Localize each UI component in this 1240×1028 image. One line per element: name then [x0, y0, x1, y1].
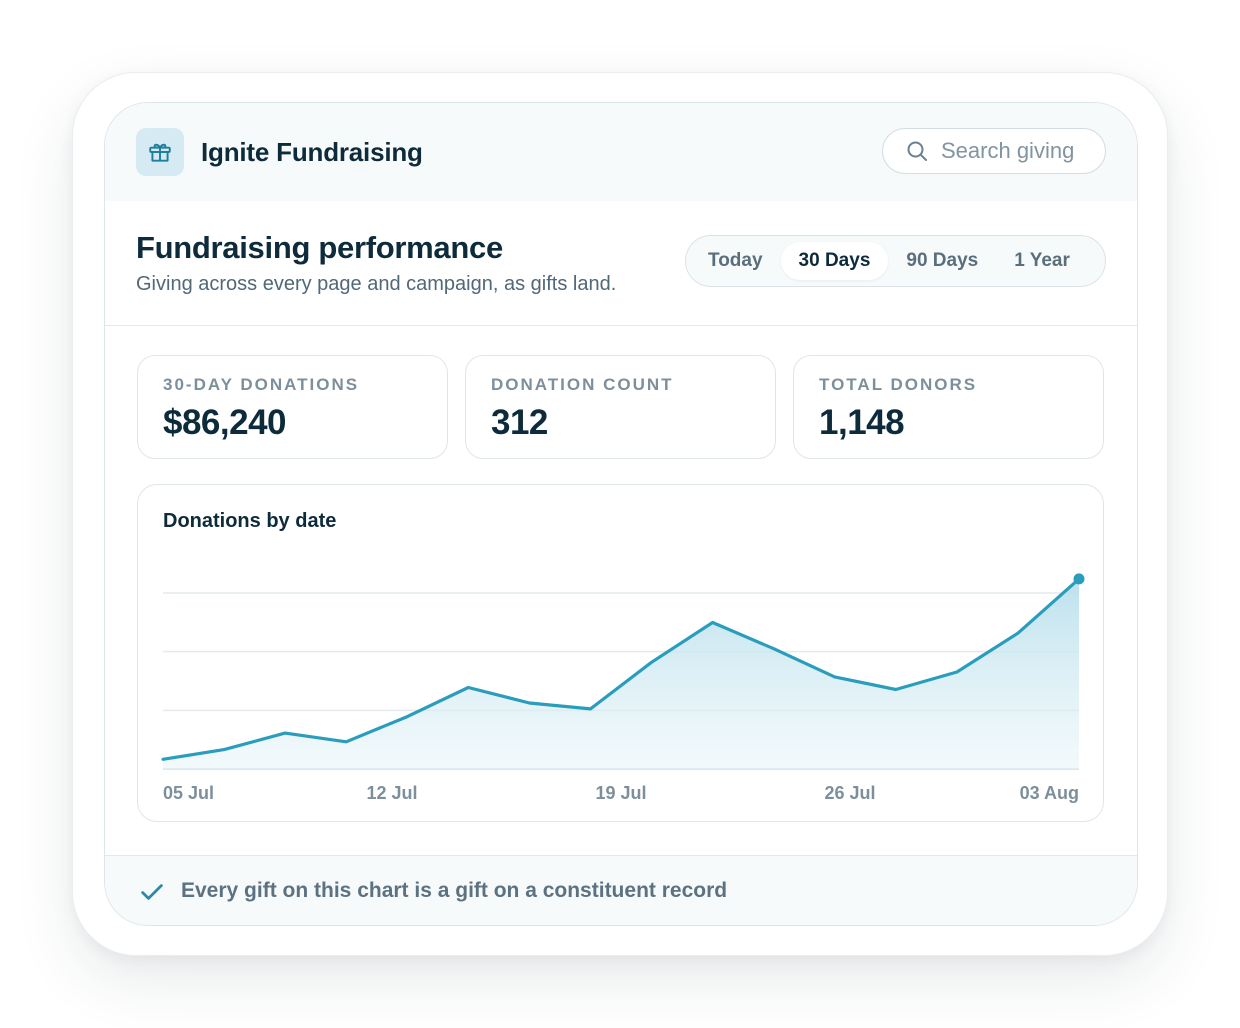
- x-tick-label: 26 Jul: [824, 783, 875, 803]
- chart-title: Donations by date: [163, 510, 337, 532]
- x-tick-label: 12 Jul: [366, 783, 417, 803]
- series-line: [161, 577, 1081, 761]
- last-point[interactable]: [1073, 573, 1085, 585]
- gift-logo: [136, 128, 184, 176]
- stat-card-donors: TOTAL DONORS 1,148: [793, 355, 1104, 459]
- search-box[interactable]: [882, 128, 1106, 174]
- donations-chart: 05 Jul 12 Jul 19 Jul 26 Jul 03 Aug: [161, 573, 1085, 803]
- search-input[interactable]: [941, 138, 1091, 164]
- date-range-selector: Today 30 Days 90 Days 1 Year: [685, 235, 1106, 287]
- range-30-days[interactable]: 30 Days: [780, 242, 889, 280]
- stat-label: DONATION COUNT: [491, 375, 674, 394]
- donations-chart-card: Donations by date 05 Jul 12 Jul 19 Jul 26 J…: [137, 484, 1104, 822]
- check-icon: [141, 884, 163, 900]
- app-header: Ignite Fundraising: [105, 103, 1137, 202]
- stat-label: 30-DAY DONATIONS: [163, 375, 360, 394]
- stat-value: 1,148: [819, 403, 905, 442]
- gift-icon: [149, 143, 171, 162]
- brand-name: Ignite Fundraising: [201, 137, 423, 167]
- title-section: Fundraising performance Giving across ev…: [105, 201, 1137, 326]
- range-today[interactable]: Today: [708, 250, 763, 271]
- footer-note: Every gift on this chart is a gift on a …: [181, 879, 728, 902]
- area-fill: [163, 578, 1079, 769]
- dashboard-card: Ignite Fundraising Fundraising performan…: [104, 102, 1138, 926]
- page-subtitle: Giving across every page and campaign, a…: [136, 273, 617, 295]
- footer-bar: Every gift on this chart is a gift on a …: [105, 855, 1137, 925]
- x-tick-label: 05 Jul: [163, 783, 214, 803]
- search-icon: [905, 138, 931, 164]
- x-tick-label: 19 Jul: [595, 783, 646, 803]
- x-tick-label: 03 Aug: [1020, 783, 1079, 803]
- stat-card-count: DONATION COUNT 312: [465, 355, 776, 459]
- stat-card-donations: 30-DAY DONATIONS $86,240: [137, 355, 448, 459]
- range-90-days[interactable]: 90 Days: [906, 250, 979, 271]
- range-1-year[interactable]: 1 Year: [1014, 250, 1070, 271]
- stat-value: 312: [491, 403, 548, 442]
- stat-value: $86,240: [163, 403, 287, 442]
- page-title: Fundraising performance: [136, 230, 503, 265]
- stat-label: TOTAL DONORS: [819, 375, 978, 394]
